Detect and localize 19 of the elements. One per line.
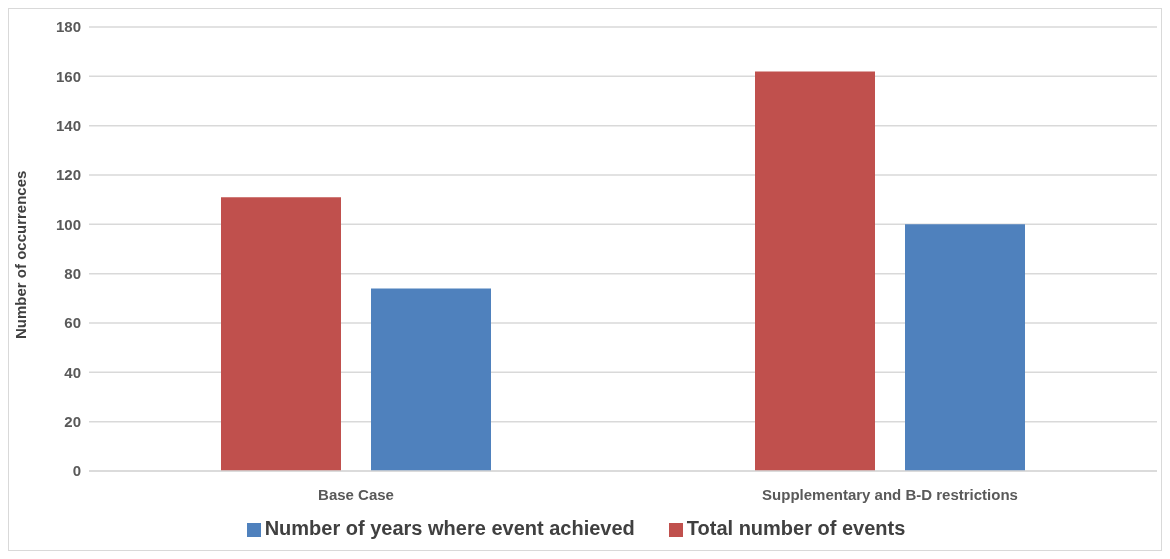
y-tick-label: 40	[64, 363, 81, 381]
y-tick-label: 180	[55, 18, 81, 36]
legend-label: Number of years where event achieved	[264, 517, 635, 539]
y-tick-label: 80	[64, 264, 81, 282]
bar	[221, 197, 341, 471]
x-tick-label: Supplementary and B-D restrictions	[762, 485, 1018, 503]
y-axis-title: Number of occurrences	[12, 170, 30, 339]
y-tick-label: 0	[72, 462, 81, 480]
x-tick-label: Base Case	[318, 485, 394, 503]
y-tick-label: 160	[55, 67, 81, 85]
y-tick-label: 120	[55, 166, 81, 184]
bar	[371, 288, 491, 471]
y-tick-label: 20	[64, 412, 81, 430]
legend-label: Total number of events	[686, 517, 906, 539]
bar	[755, 71, 875, 471]
y-tick-label: 60	[64, 314, 81, 332]
y-tick-label: 100	[55, 215, 81, 233]
bar	[905, 224, 1025, 471]
y-tick-label: 140	[55, 116, 81, 134]
